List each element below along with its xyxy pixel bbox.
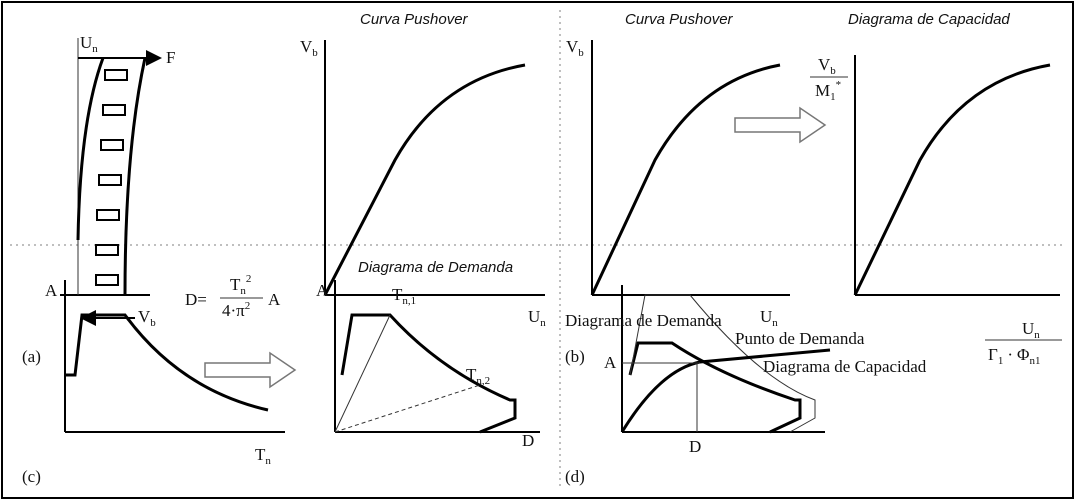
axes — [854, 55, 1060, 296]
spectrum — [340, 313, 517, 434]
t: U — [80, 33, 92, 52]
label: Γ1 · Φn1 — [988, 345, 1040, 367]
t: 4·π — [222, 301, 245, 320]
label: Un — [528, 307, 546, 329]
axes — [324, 40, 545, 296]
t: U — [1022, 319, 1034, 338]
label: M1* — [815, 79, 841, 103]
t: 2 — [245, 300, 251, 312]
formula: D= — [185, 290, 207, 309]
t: n,2 — [476, 375, 490, 387]
period-line — [334, 314, 391, 433]
arrow — [734, 106, 827, 144]
label: Un — [80, 33, 98, 55]
t: b — [830, 65, 836, 77]
label: Vb — [566, 37, 584, 59]
label: Vb — [300, 37, 318, 59]
demand — [628, 341, 802, 434]
t: 2 — [246, 273, 252, 285]
t: T — [255, 445, 266, 464]
label: Vb — [818, 55, 836, 77]
label: D — [689, 437, 701, 456]
label: A — [604, 353, 617, 372]
label: Tn — [255, 445, 271, 467]
t: b — [578, 47, 584, 59]
t: V — [566, 37, 579, 56]
t: 1 — [998, 355, 1004, 367]
t: b — [150, 317, 156, 329]
title: Curva Pushover — [625, 11, 734, 28]
t: T — [230, 275, 241, 294]
t: n1 — [1029, 355, 1040, 367]
t: * — [836, 79, 842, 91]
t: n,1 — [402, 295, 416, 307]
panel-b: Curva Pushover Vb Un Diagrama de Capacid… — [565, 11, 1062, 367]
label: A — [316, 281, 329, 300]
label: D — [522, 431, 534, 450]
label: Un — [1022, 319, 1040, 341]
arrow — [204, 351, 297, 389]
t: n — [540, 317, 546, 329]
curve — [853, 63, 1051, 296]
t: U — [760, 307, 772, 326]
period-line — [334, 384, 481, 433]
deformed — [123, 57, 147, 296]
axes — [64, 280, 285, 433]
label: Tn,2 — [466, 365, 490, 387]
t: U — [528, 307, 540, 326]
label: Punto de Demanda — [735, 329, 865, 348]
t: b — [312, 47, 318, 59]
curve — [323, 63, 526, 296]
axes — [621, 285, 825, 433]
axes — [334, 280, 540, 433]
panel-label: (b) — [565, 347, 585, 366]
t: V — [818, 55, 831, 74]
t: V — [300, 37, 313, 56]
title: Diagrama de Capacidad — [848, 11, 1010, 28]
curve — [590, 63, 781, 296]
label: Diagrama de Demanda — [565, 311, 722, 330]
t: n — [240, 285, 246, 297]
panel-label: (a) — [22, 347, 41, 366]
formula: 4·π2 — [222, 300, 250, 320]
demand-thin — [629, 294, 816, 433]
panel-c: A Tn D= Tn2 4·π2 A Diagrama de Demanda A… — [22, 259, 540, 486]
label: Tn,1 — [392, 285, 416, 307]
panel-a: Un F Vb (a) Curva Pushover Vb Un — [22, 11, 546, 366]
label: F — [166, 48, 175, 67]
formula: A — [268, 290, 281, 309]
windows — [95, 69, 128, 286]
t: n — [1034, 329, 1040, 341]
panel-label: (c) — [22, 467, 41, 486]
label: A — [45, 281, 58, 300]
t: · — [1007, 345, 1013, 364]
t: M — [815, 81, 830, 100]
panel-d: Diagrama de Demanda Punto de Demanda Dia… — [565, 285, 927, 486]
t: Γ — [988, 345, 998, 364]
label: Vb — [138, 307, 156, 329]
label: Un — [760, 307, 778, 329]
t: T — [466, 365, 477, 384]
t: n — [265, 455, 271, 467]
formula: Tn2 — [230, 273, 251, 297]
title: Curva Pushover — [360, 11, 469, 28]
spectrum — [65, 313, 269, 412]
t: V — [138, 307, 151, 326]
t: Φ — [1017, 345, 1029, 364]
title: Diagrama de Demanda — [358, 259, 513, 276]
axes — [591, 40, 790, 296]
t: T — [392, 285, 403, 304]
t: n — [92, 43, 98, 55]
label: Diagrama de Capacidad — [763, 357, 927, 376]
t: n — [772, 317, 778, 329]
panel-label: (d) — [565, 467, 585, 486]
t: 1 — [830, 91, 836, 103]
deformed — [76, 57, 105, 241]
